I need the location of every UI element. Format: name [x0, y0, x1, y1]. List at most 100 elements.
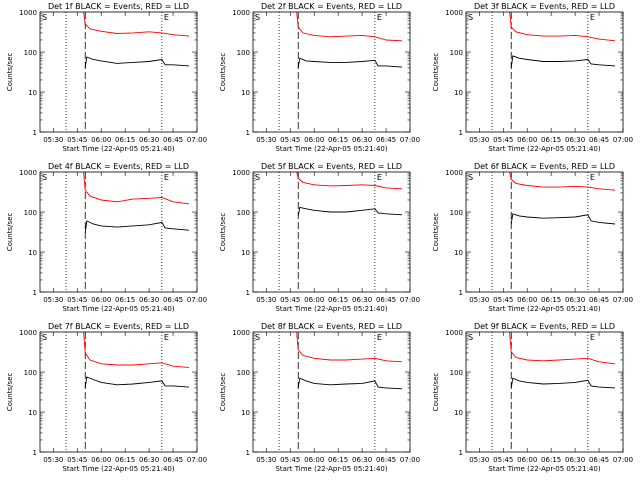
events-rate-line	[297, 377, 403, 390]
x-tick-label: 05:30	[43, 296, 63, 304]
panel-title: Det 8f BLACK = Events, RED = LLD	[261, 322, 402, 331]
x-tick-label: 05:45	[493, 296, 513, 304]
x-tick-label: 06:45	[589, 136, 609, 144]
x-axis-label: Start Time (22-Apr-05 05:21:40)	[275, 465, 387, 473]
lld-rate-line	[509, 331, 616, 365]
x-axis-label: Start Time (22-Apr-05 05:21:40)	[488, 465, 600, 473]
x-tick-label: 05:45	[493, 136, 513, 144]
x-axis-label: Start Time (22-Apr-05 05:21:40)	[62, 305, 174, 313]
x-tick-label: 06:30	[139, 136, 159, 144]
y-tick-label: 1	[33, 449, 37, 457]
plot-frame	[252, 171, 411, 293]
x-tick-label: 05:45	[67, 296, 87, 304]
start-marker-label: S	[255, 333, 260, 342]
start-marker-label: S	[42, 13, 47, 22]
x-tick-label: 05:45	[67, 136, 87, 144]
x-axis-label: Start Time (22-Apr-05 05:21:40)	[275, 305, 387, 313]
panel-det-8: Det 8f BLACK = Events, RED = LLD 1 10 100 10…	[219, 322, 420, 473]
end-marker-label: E	[377, 13, 382, 22]
y-tick-label: 100	[24, 209, 37, 217]
x-tick-label: 06:45	[376, 456, 396, 464]
x-tick-label: 06:45	[163, 296, 183, 304]
lld-rate-line	[509, 11, 616, 42]
panel-det-3: Det 3f BLACK = Events, RED = LLD 1 10 100 10…	[432, 2, 633, 153]
y-axis-label: Counts/sec	[219, 53, 227, 92]
y-tick-label: 1	[246, 289, 250, 297]
events-rate-line	[510, 377, 616, 389]
x-tick-label: 05:30	[43, 456, 63, 464]
x-tick-label: 05:30	[469, 456, 489, 464]
y-axis-label: Counts/sec	[6, 53, 14, 92]
y-tick-label: 1	[246, 449, 250, 457]
x-tick-label: 06:15	[328, 136, 348, 144]
plot-frame	[39, 171, 198, 293]
x-tick-label: 05:30	[256, 136, 276, 144]
y-tick-label: 10	[28, 249, 37, 257]
y-tick-label: 10	[454, 89, 463, 97]
x-axis-label: Start Time (22-Apr-05 05:21:40)	[62, 145, 174, 153]
y-tick-label: 1	[459, 129, 463, 137]
x-tick-label: 05:30	[43, 136, 63, 144]
y-axis-label: Counts/sec	[432, 213, 440, 252]
y-axis-label: Counts/sec	[219, 373, 227, 412]
y-tick-label: 1000	[445, 329, 463, 337]
plot-frame	[39, 11, 198, 133]
x-tick-label: 07:00	[613, 456, 633, 464]
start-marker-label: S	[42, 173, 47, 182]
x-tick-label: 06:00	[517, 136, 537, 144]
x-tick-label: 06:30	[352, 296, 372, 304]
end-marker-label: E	[377, 333, 382, 342]
x-tick-label: 05:45	[493, 456, 513, 464]
x-tick-label: 06:45	[376, 136, 396, 144]
x-tick-label: 05:45	[280, 456, 300, 464]
panel-det-4: Det 4f BLACK = Events, RED = LLD 1 10 100 10…	[6, 162, 207, 313]
y-axis-label: Counts/sec	[219, 213, 227, 252]
x-tick-label: 06:15	[541, 136, 561, 144]
x-tick-label: 05:30	[469, 136, 489, 144]
start-marker-label: S	[468, 13, 473, 22]
y-tick-label: 10	[241, 249, 250, 257]
panel-title: Det 2f BLACK = Events, RED = LLD	[261, 2, 402, 11]
y-tick-label: 10	[241, 409, 250, 417]
x-tick-label: 06:15	[541, 456, 561, 464]
y-tick-label: 100	[237, 209, 250, 217]
x-tick-label: 05:45	[67, 456, 87, 464]
events-rate-line	[510, 55, 616, 68]
x-tick-label: 06:15	[115, 456, 135, 464]
y-axis-label: Counts/sec	[432, 373, 440, 412]
x-tick-label: 06:00	[517, 456, 537, 464]
y-tick-label: 1	[459, 289, 463, 297]
events-rate-line	[84, 220, 190, 233]
x-tick-label: 05:45	[280, 296, 300, 304]
x-tick-label: 06:45	[376, 296, 396, 304]
plot-frame	[252, 11, 411, 133]
y-tick-label: 100	[237, 369, 250, 377]
y-tick-label: 10	[28, 89, 37, 97]
x-tick-label: 05:45	[280, 136, 300, 144]
x-tick-label: 06:15	[115, 296, 135, 304]
x-tick-label: 05:30	[256, 456, 276, 464]
y-tick-label: 10	[454, 249, 463, 257]
y-axis-label: Counts/sec	[432, 53, 440, 92]
panel-det-6: Det 6f BLACK = Events, RED = LLD 1 10 100 10…	[432, 162, 633, 313]
end-marker-label: E	[590, 13, 595, 22]
x-tick-label: 07:00	[400, 136, 420, 144]
plot-frame	[465, 171, 624, 293]
lld-rate-line	[83, 331, 190, 368]
y-axis-label: Counts/sec	[6, 373, 14, 412]
y-tick-label: 100	[450, 49, 463, 57]
x-axis-label: Start Time (22-Apr-05 05:21:40)	[62, 465, 174, 473]
panel-title: Det 6f BLACK = Events, RED = LLD	[474, 162, 615, 171]
x-tick-label: 06:15	[328, 296, 348, 304]
x-tick-label: 05:30	[256, 296, 276, 304]
y-tick-label: 1000	[19, 329, 37, 337]
plot-frame	[39, 331, 198, 453]
x-tick-label: 06:15	[115, 136, 135, 144]
x-tick-label: 06:30	[352, 136, 372, 144]
lld-rate-line	[296, 331, 403, 363]
x-tick-label: 07:00	[613, 136, 633, 144]
y-tick-label: 100	[450, 209, 463, 217]
x-axis-label: Start Time (22-Apr-05 05:21:40)	[488, 305, 600, 313]
x-tick-label: 07:00	[187, 296, 207, 304]
